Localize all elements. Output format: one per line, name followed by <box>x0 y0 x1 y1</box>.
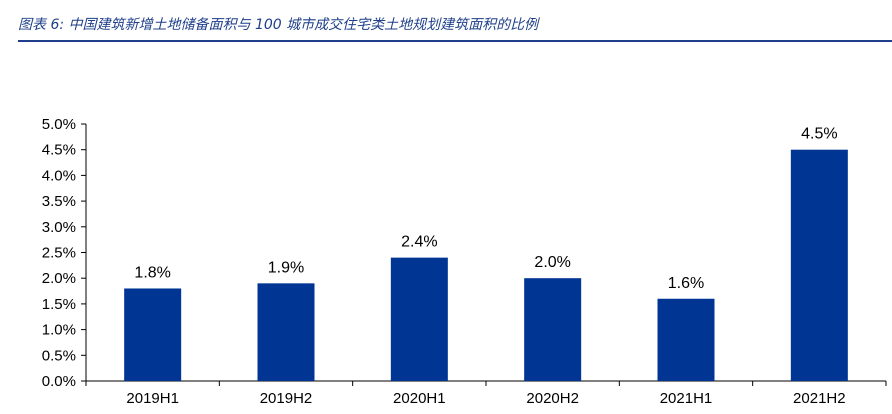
y-tick-label: 0.0% <box>42 373 76 390</box>
bars <box>124 149 848 381</box>
bar-2021H1 <box>657 298 715 381</box>
data-label-2020H2: 2.0% <box>534 254 570 271</box>
y-tick-label: 0.5% <box>42 347 76 364</box>
x-category-label: 2020H2 <box>526 390 579 407</box>
x-axis: 2019H1 2019H2 2020H1 2020H2 2021H1 2021H2 <box>85 380 887 407</box>
bar-2020H2 <box>524 278 582 381</box>
y-tick-label: 3.0% <box>42 219 76 236</box>
y-tick-label: 2.0% <box>42 270 76 287</box>
caption-divider <box>18 40 892 42</box>
data-labels: 1.8% 1.9% 2.4% 2.0% 1.6% 4.5% <box>134 126 837 292</box>
y-tick-label: 5.0% <box>42 116 76 133</box>
bar-2019H2 <box>257 283 315 381</box>
bar-2020H1 <box>390 257 448 381</box>
data-label-2021H2: 4.5% <box>801 126 837 143</box>
x-category-label: 2020H1 <box>393 390 446 407</box>
y-tick-label: 3.5% <box>42 193 76 210</box>
data-label-2021H1: 1.6% <box>668 275 704 292</box>
figure-caption: 图表 6: 中国建筑新增土地储备面积与 100 城市成交住宅类土地规划建筑面积的… <box>18 17 539 33</box>
y-tick-label: 4.5% <box>42 142 76 159</box>
data-label-2020H1: 2.4% <box>401 234 437 251</box>
bar-2021H2 <box>790 149 848 381</box>
figure-header: 图表 6: 中国建筑新增土地储备面积与 100 城市成交住宅类土地规划建筑面积的… <box>0 0 892 44</box>
y-axis: 0.0% 0.5% 1.0% 1.5% 2.0% 2.5% 3.0% 3.5% 4.0% 4.5%… <box>42 116 87 390</box>
y-tick-label: 1.5% <box>42 296 76 313</box>
x-category-label: 2021H1 <box>660 390 713 407</box>
x-category-label: 2019H2 <box>260 390 313 407</box>
x-category-label: 2021H2 <box>793 390 846 407</box>
bar-2019H1 <box>124 288 182 381</box>
y-tick-label: 2.5% <box>42 245 76 262</box>
x-category-label: 2019H1 <box>126 390 179 407</box>
y-tick-label: 1.0% <box>42 322 76 339</box>
data-label-2019H2: 1.9% <box>268 259 304 276</box>
data-label-2019H1: 1.8% <box>134 264 170 281</box>
y-tick-label: 4.0% <box>42 167 76 184</box>
